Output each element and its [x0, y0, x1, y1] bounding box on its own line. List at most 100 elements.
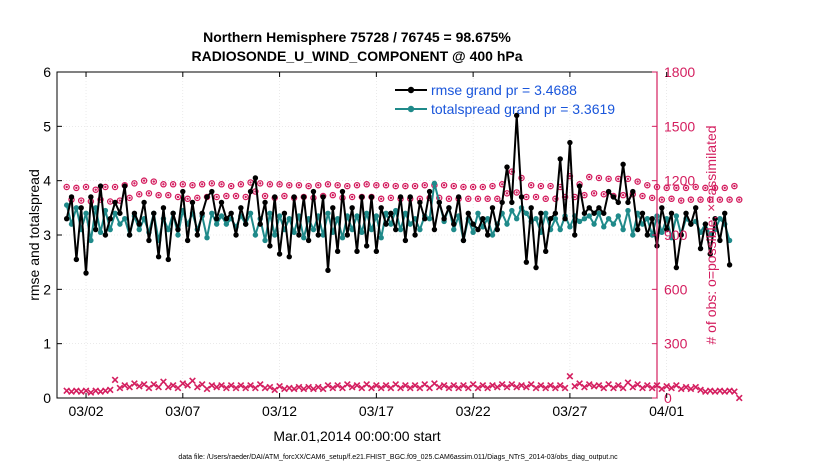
- footer-data-file: data file: /Users/raeder/DAI/ATM_forcXX/…: [178, 454, 618, 461]
- obs-possible-point: [537, 182, 545, 190]
- obs-assimilated-marker: [442, 183, 446, 187]
- y-right-tick-label: 0: [664, 390, 672, 406]
- obs-assimilated-point: [455, 384, 462, 392]
- obs-assimilated-point: [358, 384, 366, 392]
- totalspread-point: [673, 213, 680, 219]
- rmse-point: [717, 237, 723, 244]
- obs-assimilated-marker: [196, 196, 199, 200]
- obs-assimilated-point: [402, 381, 409, 389]
- totalspread-point: [301, 235, 307, 241]
- totalspread-point: [97, 229, 104, 235]
- obs-assimilated-marker: [167, 193, 170, 197]
- rmse-point: [509, 199, 515, 206]
- totalspread-point: [63, 202, 70, 208]
- obs-assimilated-point: [411, 381, 419, 389]
- obs-assimilated-marker: [588, 175, 591, 179]
- totalspread-point: [707, 232, 713, 238]
- obs-possible-point: [673, 184, 680, 192]
- rmse-point: [155, 254, 162, 260]
- rmse-point: [339, 188, 346, 195]
- obs-possible-point: [411, 182, 419, 190]
- rmse-point: [668, 210, 675, 216]
- obs-assimilated-marker: [534, 195, 538, 199]
- totalspread-point: [451, 226, 457, 233]
- obs-assimilated-point: [687, 385, 695, 393]
- y-right-tick-label: 300: [664, 336, 688, 352]
- obs-assimilated-point: [721, 388, 729, 396]
- totalspread-point: [107, 226, 113, 233]
- rmse-series-line: [65, 114, 731, 274]
- rmse-point: [233, 232, 239, 238]
- obs-possible-point: [586, 173, 593, 181]
- rmse-point: [557, 156, 563, 162]
- obs-possible-point: [363, 181, 370, 188]
- rmse-point: [349, 205, 355, 211]
- totalspread-point: [204, 235, 210, 241]
- rmse-point: [252, 175, 259, 181]
- totalspread-point: [339, 235, 346, 241]
- rmse-point: [93, 226, 99, 233]
- obs-assimilated-point: [324, 381, 332, 389]
- y-right-tick-label: 1800: [664, 64, 695, 80]
- obs-assimilated-point: [426, 384, 433, 392]
- obs-assimilated-point: [552, 384, 559, 392]
- totalspread-point: [276, 213, 283, 219]
- obs-possible-point: [194, 194, 201, 202]
- obs-possible-point: [697, 196, 704, 203]
- obs-assimilated-point: [140, 381, 148, 388]
- rmse-point: [586, 205, 592, 211]
- totalspread-point: [644, 216, 651, 222]
- totalspread-point: [165, 226, 171, 233]
- totalspread-point: [223, 221, 230, 227]
- obs-assimilated-marker: [346, 184, 349, 188]
- obs-assimilated-point: [87, 389, 95, 396]
- obs-assimilated-point: [242, 384, 250, 392]
- obs-assimilated-marker: [684, 186, 688, 190]
- rmse-point: [296, 232, 302, 238]
- obs-assimilated-point: [160, 378, 167, 386]
- obs-assimilated-marker: [500, 183, 504, 186]
- totalspread-point: [601, 224, 607, 230]
- rmse-point: [373, 248, 380, 254]
- totalspread-point: [117, 221, 123, 227]
- obs-assimilated-marker: [723, 186, 726, 190]
- rmse-point: [359, 194, 365, 200]
- obs-possible-point: [213, 193, 220, 201]
- rmse-point: [218, 199, 225, 206]
- rmse-point: [446, 205, 452, 211]
- obs-possible-point: [150, 178, 158, 185]
- obs-assimilated-point: [276, 382, 283, 390]
- rmse-point: [238, 205, 244, 211]
- obs-assimilated-marker: [486, 197, 489, 200]
- totalspread-point: [291, 229, 297, 235]
- rmse-point: [102, 232, 109, 238]
- rmse-point: [286, 254, 292, 260]
- rmse-point: [180, 188, 186, 195]
- obs-assimilated-marker: [113, 185, 117, 189]
- totalspread-point: [373, 213, 380, 219]
- obs-assimilated-point: [247, 381, 254, 389]
- rmse-point: [354, 248, 360, 254]
- rmse-point: [88, 194, 94, 200]
- obs-assimilated-point: [585, 381, 593, 388]
- obs-assimilated-point: [310, 385, 317, 393]
- obs-assimilated-point: [493, 383, 501, 391]
- obs-assimilated-point: [314, 383, 322, 391]
- obs-assimilated-point: [503, 383, 511, 391]
- obs-possible-point: [527, 181, 535, 189]
- obs-assimilated-point: [261, 384, 269, 392]
- obs-possible-point: [552, 195, 559, 203]
- obs-possible-point: [145, 190, 153, 197]
- obs-possible-point: [189, 181, 196, 189]
- obs-assimilated-point: [469, 381, 477, 388]
- obs-assimilated-point: [329, 384, 337, 392]
- obs-assimilated-point: [489, 381, 496, 389]
- rmse-point: [383, 221, 389, 227]
- y-axis-label-right: # of obs: o=possible; ×=assimilated: [703, 125, 719, 344]
- totalspread-point: [286, 216, 292, 222]
- totalspread-point: [581, 216, 588, 222]
- obs-possible-point: [687, 196, 695, 203]
- obs-assimilated-marker: [636, 180, 639, 183]
- rmse-point: [417, 199, 423, 206]
- obs-possible-point: [377, 195, 385, 203]
